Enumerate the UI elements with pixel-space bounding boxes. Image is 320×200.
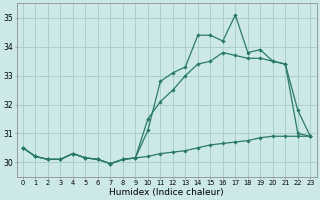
X-axis label: Humidex (Indice chaleur): Humidex (Indice chaleur): [109, 188, 224, 197]
